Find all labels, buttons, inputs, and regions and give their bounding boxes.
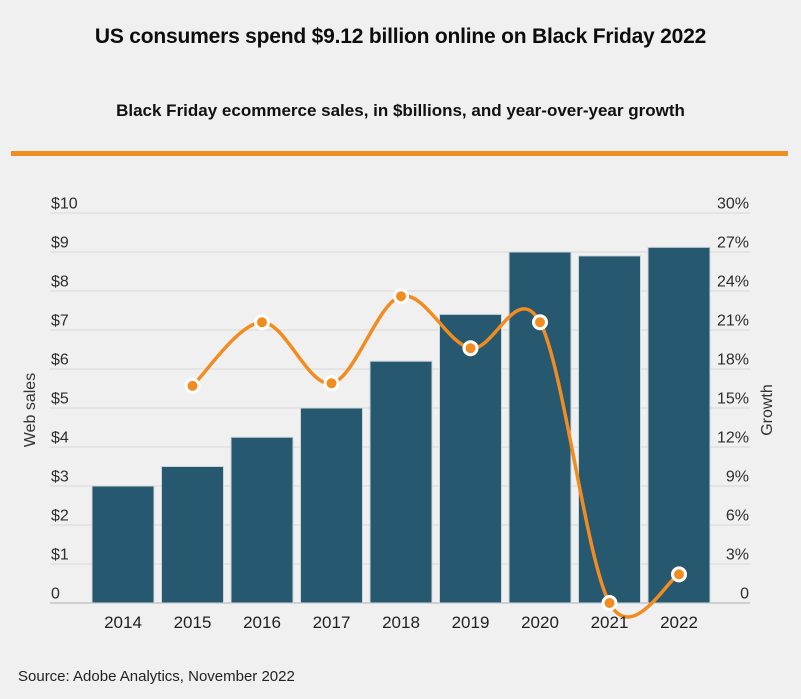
- right-tick-label: 30%: [717, 196, 749, 213]
- x-axis-label: 2016: [243, 613, 281, 632]
- right-tick-label: 15%: [717, 391, 749, 408]
- right-tick-label: 3%: [726, 547, 749, 564]
- growth-point-2016: [254, 314, 270, 331]
- left-tick-label: $8: [51, 274, 69, 291]
- bar-2019: [439, 313, 502, 604]
- chart-title: US consumers spend $9.12 billion online …: [94, 25, 707, 48]
- left-tick-label: $9: [51, 235, 69, 252]
- bar-2020: [508, 251, 572, 604]
- x-axis-label: 2020: [521, 613, 559, 632]
- x-axis-label: 2015: [174, 613, 212, 632]
- left-tick-label: $1: [51, 547, 69, 564]
- growth-point-2018: [393, 288, 409, 305]
- right-axis-title: Growth: [759, 384, 776, 436]
- bar-2022: [647, 246, 711, 604]
- left-tick-label: $10: [51, 196, 78, 213]
- left-tick-label: $4: [51, 430, 69, 447]
- growth-point-2015: [184, 377, 201, 394]
- source-note: Source: Adobe Analytics, November 2022: [18, 668, 295, 685]
- left-tick-label: $6: [51, 352, 69, 369]
- bar-2017: [300, 407, 363, 604]
- x-axis-label: 2022: [660, 613, 698, 632]
- right-tick-label: 24%: [717, 274, 749, 291]
- growth-point-2017: [323, 375, 340, 392]
- x-axis-label: 2021: [591, 613, 629, 632]
- growth-point-2020: [532, 314, 548, 331]
- divider-rule: [11, 151, 788, 156]
- left-tick-label: $5: [51, 391, 69, 408]
- x-axis-label: 2019: [452, 613, 490, 632]
- left-tick-label: $2: [51, 508, 69, 525]
- right-tick-label: 9%: [726, 469, 749, 486]
- x-axis-label: 2017: [313, 613, 351, 632]
- left-tick-label: 0: [51, 586, 60, 603]
- bar-2014: [91, 485, 155, 604]
- right-tick-label: 6%: [726, 508, 749, 525]
- growth-point-2021: [601, 595, 618, 611]
- bar-2021: [578, 255, 641, 604]
- left-tick-label: $3: [51, 469, 69, 486]
- left-axis-title: Web sales: [22, 373, 39, 447]
- bar-2018: [369, 360, 433, 604]
- growth-point-2019: [462, 340, 479, 357]
- x-axis-label: 2018: [382, 613, 420, 632]
- growth-point-2022: [671, 566, 687, 583]
- right-tick-label: 27%: [717, 235, 749, 252]
- bar-2016: [230, 436, 294, 604]
- right-tick-label: 12%: [717, 430, 749, 447]
- right-tick-label: 0: [740, 586, 749, 603]
- x-axis-label: 2014: [104, 613, 142, 632]
- right-tick-label: 21%: [717, 313, 749, 330]
- combo-chart: $10$9$8$7$6$5$4$3$2$1030%27%24%21%18%15%…: [22, 196, 776, 633]
- chart-subtitle: Black Friday ecommerce sales, in $billio…: [116, 101, 685, 120]
- left-tick-label: $7: [51, 313, 69, 330]
- right-tick-label: 18%: [717, 352, 749, 369]
- bar-2015: [161, 466, 224, 604]
